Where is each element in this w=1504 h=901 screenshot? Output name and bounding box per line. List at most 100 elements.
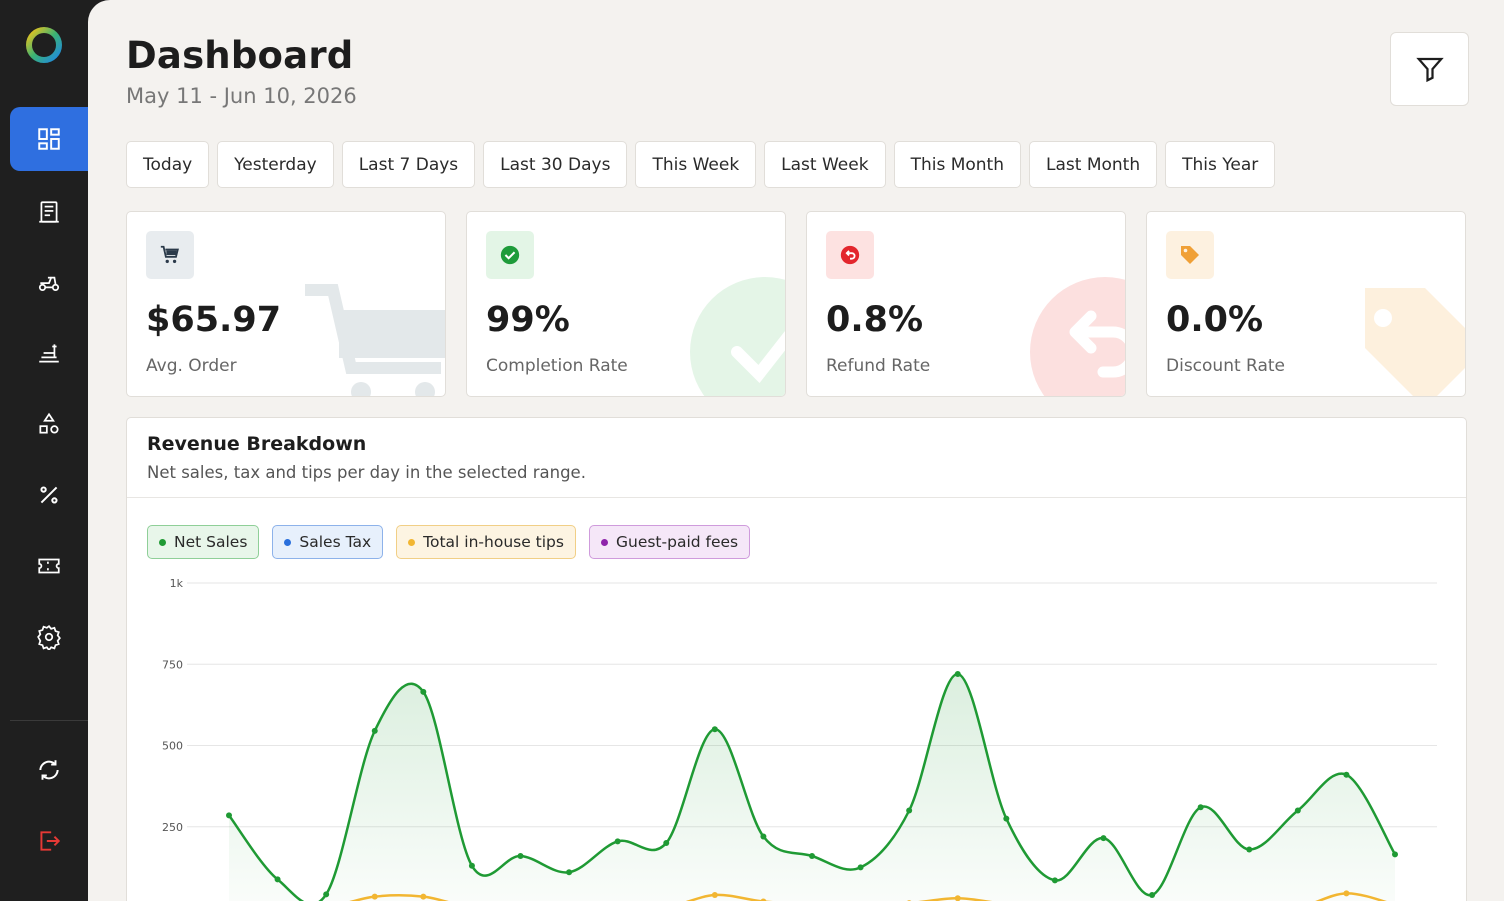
percent-icon: [40, 486, 58, 504]
legend-sales-tax[interactable]: Sales Tax: [272, 525, 384, 559]
logout-button[interactable]: [10, 809, 88, 873]
cart-icon: [160, 245, 179, 264]
data-point[interactable]: [1343, 771, 1350, 778]
data-point[interactable]: [954, 671, 961, 677]
ticket-icon: [38, 558, 60, 574]
refund-watermark-icon: [1030, 277, 1125, 396]
legend-label: Total in-house tips: [423, 533, 564, 551]
range-today[interactable]: Today: [126, 141, 210, 188]
data-point[interactable]: [857, 864, 864, 871]
data-point[interactable]: [1197, 804, 1204, 811]
panel-subtitle: Net sales, tax and tips per day in the s…: [147, 463, 586, 482]
data-point[interactable]: [711, 892, 718, 898]
y-tick-label: 750: [162, 658, 183, 671]
data-point[interactable]: [566, 869, 573, 876]
data-point[interactable]: [1294, 807, 1301, 814]
data-point[interactable]: [614, 838, 621, 845]
legend-in-house-tips[interactable]: Total in-house tips: [396, 525, 576, 559]
sidebar-item-menu[interactable]: [10, 321, 88, 385]
legend-dot: [159, 538, 166, 546]
data-point[interactable]: [517, 853, 524, 859]
delivery-scooter-icon: [38, 276, 60, 291]
data-point[interactable]: [1246, 846, 1253, 853]
check-watermark-icon: [690, 277, 785, 396]
y-tick-label: 1k: [170, 577, 184, 590]
range-yesterday[interactable]: Yesterday: [217, 141, 334, 188]
sidebar-item-delivery[interactable]: [10, 250, 88, 314]
date-range-text: May 11 - Jun 10, 2026: [126, 84, 357, 108]
kpi-value: 99%: [486, 300, 570, 340]
kpi-card-refund-rate: 0.8% Refund Rate: [806, 211, 1126, 397]
filter-icon: [1415, 57, 1444, 83]
sync-button[interactable]: [10, 738, 88, 802]
range-this-month[interactable]: This Month: [893, 141, 1021, 188]
data-point[interactable]: [1100, 835, 1107, 842]
panel-title: Revenue Breakdown: [147, 433, 367, 455]
data-point[interactable]: [323, 891, 330, 898]
page-title: Dashboard: [126, 34, 354, 77]
kpi-card-avg-order: $65.97 Avg. Order: [126, 211, 446, 397]
chart-legend: Net Sales Sales Tax Total in-house tips …: [147, 525, 751, 559]
kpi-label: Avg. Order: [146, 356, 237, 376]
legend-dot: [408, 538, 416, 546]
legend-guest-paid-fees[interactable]: Guest-paid fees: [588, 525, 751, 559]
data-point[interactable]: [420, 893, 427, 900]
legend-label: Sales Tax: [299, 533, 372, 551]
sidebar-item-settings[interactable]: [10, 605, 88, 669]
range-last-week[interactable]: Last Week: [764, 141, 886, 188]
shapes-icon: [39, 412, 59, 434]
tag-icon-badge: [1166, 231, 1214, 279]
main-content: Dashboard May 11 - Jun 10, 2026 Today Ye…: [88, 0, 1504, 901]
data-point[interactable]: [906, 807, 913, 814]
legend-label: Guest-paid fees: [615, 533, 739, 551]
app-logo[interactable]: [25, 26, 63, 64]
check-circle-icon: [500, 245, 520, 265]
kpi-label: Refund Rate: [826, 356, 931, 376]
y-tick-label: 250: [162, 821, 183, 834]
data-point[interactable]: [371, 727, 378, 734]
range-last-7-days[interactable]: Last 7 Days: [341, 141, 476, 188]
range-this-week[interactable]: This Week: [635, 141, 757, 188]
data-point[interactable]: [1343, 890, 1350, 897]
range-this-year[interactable]: This Year: [1165, 141, 1276, 188]
data-point[interactable]: [760, 833, 767, 840]
legend-label: Net Sales: [174, 533, 248, 551]
legend-net-sales[interactable]: Net Sales: [147, 525, 260, 559]
sidebar-item-coupons[interactable]: [10, 534, 88, 598]
sidebar-item-dashboard[interactable]: [10, 107, 88, 171]
series-line: [228, 672, 1397, 901]
tag-watermark-icon: [1365, 288, 1465, 396]
cart-icon-badge: [146, 231, 194, 279]
range-last-30-days[interactable]: Last 30 Days: [483, 141, 628, 188]
sync-icon: [39, 760, 59, 780]
data-point[interactable]: [1392, 851, 1398, 858]
data-point[interactable]: [809, 853, 815, 859]
revenue-breakdown-panel: Revenue Breakdown Net sales, tax and tip…: [126, 417, 1467, 901]
data-point[interactable]: [274, 876, 281, 883]
data-point[interactable]: [760, 898, 767, 901]
data-point[interactable]: [226, 812, 232, 819]
data-point[interactable]: [1051, 877, 1058, 884]
data-point[interactable]: [1003, 815, 1010, 822]
y-tick-label: 500: [162, 740, 183, 753]
sidebar-item-catalog[interactable]: [10, 392, 88, 456]
data-point[interactable]: [420, 688, 427, 695]
legend-dot: [600, 538, 608, 546]
range-last-month[interactable]: Last Month: [1029, 141, 1158, 188]
dashboard-icon: [38, 128, 60, 150]
data-point[interactable]: [371, 893, 378, 900]
cart-watermark-icon: [305, 284, 445, 396]
sidebar-divider: [10, 720, 88, 721]
sidebar-item-orders[interactable]: [10, 180, 88, 244]
check-icon-badge: [486, 231, 534, 279]
series-area-net-sales: [229, 673, 1395, 901]
data-point[interactable]: [711, 726, 718, 733]
gear-icon: [37, 624, 61, 650]
sidebar-item-discounts[interactable]: [10, 463, 88, 527]
filter-button[interactable]: [1390, 32, 1469, 106]
data-point[interactable]: [954, 895, 961, 901]
kpi-label: Discount Rate: [1166, 356, 1286, 376]
data-point[interactable]: [1149, 892, 1156, 898]
data-point[interactable]: [468, 862, 475, 869]
data-point[interactable]: [663, 840, 670, 846]
